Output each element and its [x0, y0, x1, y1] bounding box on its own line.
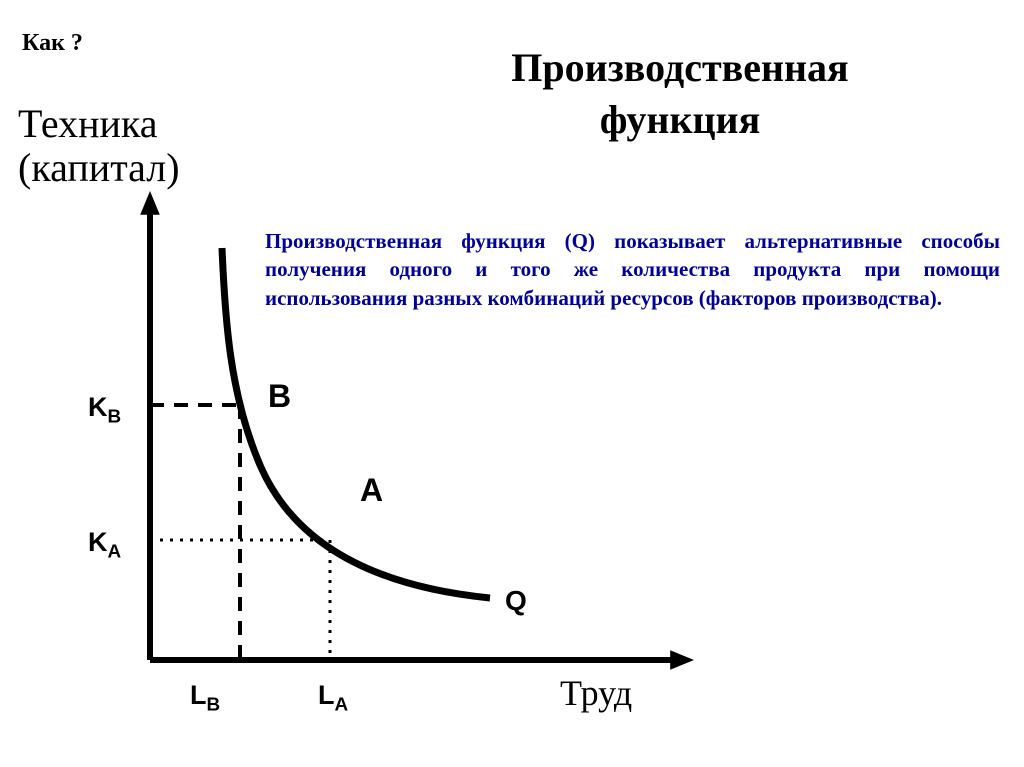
tick-ka-main: K — [88, 527, 108, 557]
tick-lb-sub: B — [207, 694, 221, 715]
tick-la-main: L — [318, 680, 335, 710]
tick-lb-main: L — [190, 680, 207, 710]
tick-kb: KB — [88, 392, 121, 428]
isoquant-chart — [0, 0, 1024, 767]
y-axis-arrow — [140, 191, 160, 215]
x-axis-arrow — [670, 650, 694, 670]
tick-kb-main: K — [88, 392, 108, 422]
curve-q-label: Q — [505, 585, 527, 617]
tick-lb: LB — [190, 680, 220, 716]
tick-ka: KA — [88, 527, 121, 563]
tick-ka-sub: A — [108, 541, 122, 562]
tick-la-sub: A — [335, 694, 349, 715]
tick-la: LA — [318, 680, 348, 716]
isoquant-curve — [222, 248, 490, 598]
point-a-label: A — [360, 472, 383, 509]
tick-kb-sub: B — [108, 406, 122, 427]
point-b-label: B — [268, 378, 291, 415]
